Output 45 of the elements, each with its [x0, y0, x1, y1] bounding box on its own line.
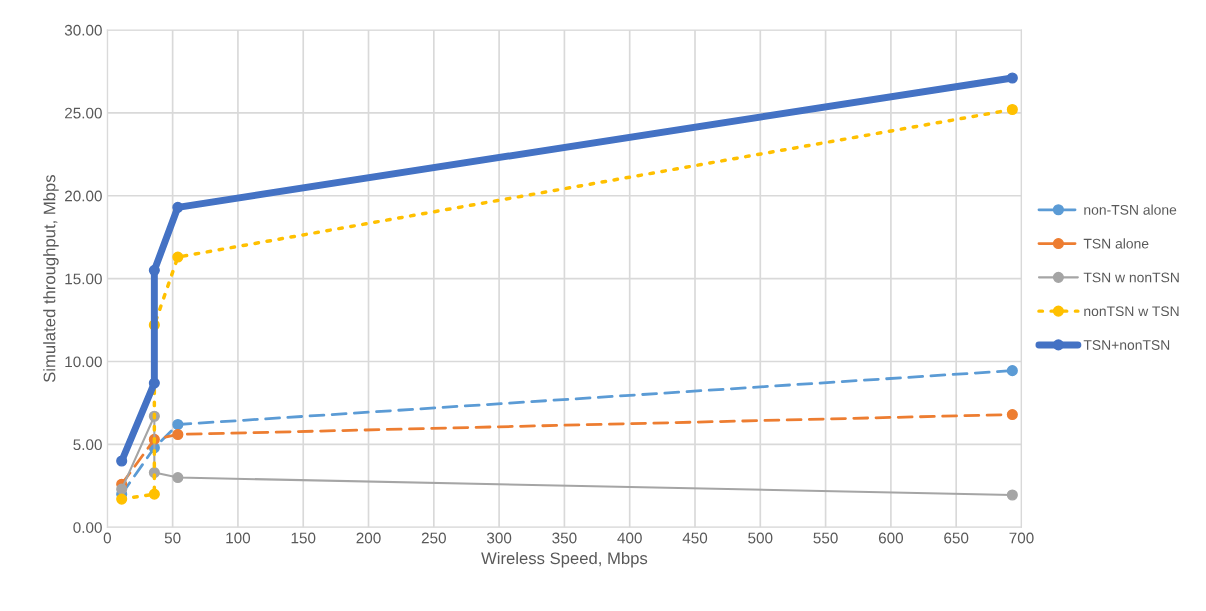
- legend-label: nonTSN w TSN: [1084, 306, 1179, 317]
- y-axis-title: Simulated throughput, Mbps: [43, 174, 59, 383]
- y-tick-label: 25.00: [65, 107, 102, 119]
- point: [1006, 103, 1018, 116]
- x-tick-label: 700: [1009, 532, 1034, 544]
- x-tick-label: 350: [552, 532, 577, 544]
- x-tick-label: 50: [164, 532, 181, 544]
- x-tick-label: 150: [291, 532, 316, 544]
- x-axis-title: Wireless Speed, Mbps: [481, 551, 648, 568]
- point: [148, 488, 160, 500]
- point: [172, 201, 184, 213]
- point: [172, 251, 184, 263]
- x-tick-label: 0: [103, 532, 111, 544]
- point: [172, 428, 184, 441]
- y-tick-label: 10.00: [65, 356, 102, 368]
- legend-label: TSN alone: [1083, 238, 1149, 249]
- point: [1006, 489, 1018, 501]
- x-tick-label: 200: [356, 532, 381, 544]
- x-tick-label: 300: [486, 532, 512, 544]
- y-tick-label: 15.00: [65, 273, 102, 285]
- point: [116, 493, 128, 505]
- legend-label: TSN+nonTSN: [1083, 340, 1170, 350]
- legend-label: non-TSN alone: [1084, 204, 1177, 215]
- point: [116, 455, 128, 467]
- x-tick-label: 550: [813, 532, 838, 544]
- x-tick-label: 100: [226, 532, 251, 544]
- x-tick-label: 250: [421, 532, 446, 544]
- point: [148, 377, 160, 389]
- point: [116, 483, 128, 495]
- x-tick-label: 450: [682, 532, 708, 544]
- point: [148, 264, 160, 276]
- point: [172, 418, 184, 431]
- legend-label: TSN w nonTSN: [1083, 272, 1179, 283]
- y-tick-label: 30.00: [64, 24, 102, 36]
- x-tick-label: 600: [878, 532, 904, 544]
- x-tick-label: 650: [944, 532, 969, 544]
- x-tick-label: 400: [617, 532, 642, 544]
- point: [1006, 72, 1018, 84]
- y-tick-label: 0.00: [73, 522, 102, 533]
- x-tick-label: 500: [748, 532, 773, 544]
- point: [1006, 409, 1018, 421]
- y-tick-label: 5.00: [73, 439, 102, 451]
- point: [1006, 365, 1018, 377]
- y-tick-label: 20.00: [65, 190, 102, 202]
- point: [172, 472, 184, 484]
